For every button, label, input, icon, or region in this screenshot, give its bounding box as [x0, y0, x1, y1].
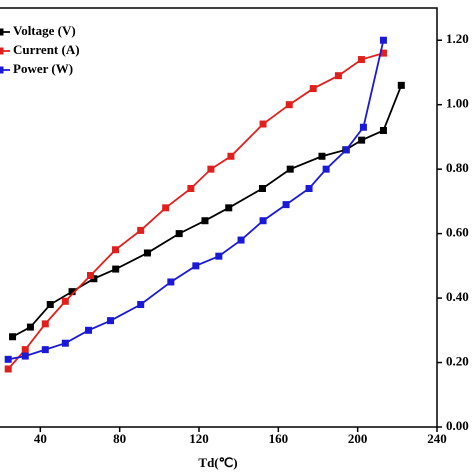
point [207, 165, 215, 173]
series-line [7, 52, 384, 370]
x-tick-label: 160 [269, 431, 289, 446]
legend-label: Power (W) [13, 61, 73, 76]
point [192, 262, 200, 270]
x-tick-label: 40 [34, 431, 47, 446]
point [309, 85, 317, 93]
point [137, 226, 145, 234]
point [187, 184, 195, 192]
point [334, 72, 342, 80]
point [26, 323, 34, 331]
point [379, 126, 387, 134]
point [397, 81, 405, 89]
point [61, 339, 69, 347]
legend-label: Voltage (V) [13, 23, 76, 38]
point [305, 184, 313, 192]
point [41, 346, 49, 354]
x-axis-label: Td(℃) [198, 455, 237, 470]
x-tick-label: 240 [427, 431, 447, 446]
point [175, 230, 183, 238]
y-tick-label: 1.20 [446, 31, 469, 46]
point [167, 278, 175, 286]
y-tick-label: 0.60 [446, 225, 469, 240]
point [342, 146, 350, 154]
point [41, 320, 49, 328]
x-tick-label: 80 [113, 431, 126, 446]
y-tick-label: 0.20 [446, 354, 469, 369]
point [359, 123, 367, 131]
y-tick-label: 0.80 [446, 160, 469, 175]
y-tick-label: 0.00 [446, 418, 469, 433]
point [112, 265, 120, 273]
point [4, 365, 12, 373]
legend-marker [0, 47, 4, 55]
point [285, 101, 293, 109]
point [162, 204, 170, 212]
point [9, 333, 17, 341]
point [112, 246, 120, 254]
point [227, 152, 235, 160]
legend-label: Current (A) [13, 42, 80, 57]
point [286, 165, 294, 173]
point [225, 204, 233, 212]
point [201, 217, 209, 225]
point [379, 49, 387, 57]
point [137, 301, 145, 309]
point [85, 326, 93, 334]
legend-marker [0, 66, 4, 74]
x-tick-label: 200 [348, 431, 368, 446]
point [215, 252, 223, 260]
point [282, 201, 290, 209]
point [46, 301, 54, 309]
point [21, 352, 29, 360]
y-tick-label: 1.00 [446, 96, 469, 111]
point [21, 346, 29, 354]
point [358, 136, 366, 144]
series-line [12, 85, 403, 338]
x-tick-label: 120 [189, 431, 209, 446]
point [143, 249, 151, 257]
point [4, 355, 12, 363]
point [237, 236, 245, 244]
y-tick-label: 0.40 [446, 289, 469, 304]
point [259, 217, 267, 225]
point [318, 152, 326, 160]
point [322, 165, 330, 173]
point [258, 184, 266, 192]
point [379, 36, 387, 44]
point [61, 297, 69, 305]
series-line [8, 40, 385, 361]
point [68, 288, 76, 296]
point [357, 56, 365, 64]
point [259, 120, 267, 128]
point [87, 272, 95, 280]
point [107, 317, 115, 325]
legend-marker [0, 28, 4, 36]
